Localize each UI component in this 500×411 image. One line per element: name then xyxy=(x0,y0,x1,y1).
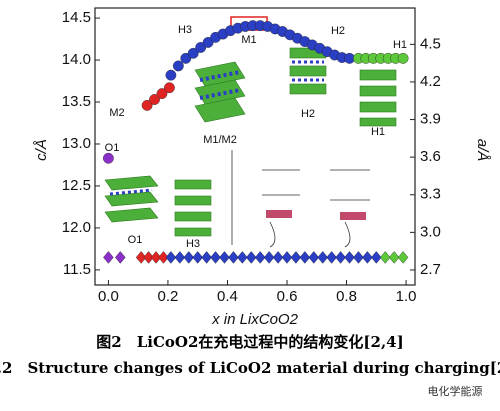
diamond-point xyxy=(353,251,364,264)
watermark: 电化学能源 xyxy=(428,384,483,398)
phase-label: H1 xyxy=(371,126,385,138)
sphere-point xyxy=(102,152,114,164)
diamond-point xyxy=(219,251,230,264)
diamond-point xyxy=(254,251,266,264)
diamond-point xyxy=(210,251,221,264)
diamond-point xyxy=(362,251,373,264)
diamond-point xyxy=(388,251,400,264)
diamond-point xyxy=(317,251,328,264)
sphere-point xyxy=(141,99,153,111)
y2-tick-label: 3.9 xyxy=(420,111,441,128)
y2-tick-label: 4.5 xyxy=(420,35,441,52)
diamond-point xyxy=(371,251,382,264)
y2-tick-label: 3.3 xyxy=(420,186,441,203)
x-tick-label: 0.2 xyxy=(158,288,179,305)
phase-label: M1/M2 xyxy=(203,134,237,146)
diamond-point xyxy=(143,251,154,264)
diamond-point xyxy=(183,251,195,264)
y-tick-label: 14.5 xyxy=(62,9,91,26)
phase-label: H2 xyxy=(331,25,345,37)
y-tick-label: 14.0 xyxy=(62,51,91,68)
diamond-point xyxy=(290,251,302,264)
diamond-point xyxy=(192,251,203,264)
x-tick-label: 0.8 xyxy=(336,288,357,305)
phase-label: H2 xyxy=(301,108,315,120)
sphere-point xyxy=(149,94,160,105)
y-tick-label: 13.0 xyxy=(62,135,91,152)
x-axis-label: x in LixCoO2 xyxy=(211,311,299,328)
sphere-point xyxy=(195,42,207,53)
sphere-point xyxy=(172,60,184,72)
y2-tick-label: 3.0 xyxy=(420,223,441,240)
phase-label: M1 xyxy=(241,34,256,46)
x-tick-label: 0.4 xyxy=(217,288,238,305)
diamond-point xyxy=(344,251,355,264)
diamond-point xyxy=(158,251,169,264)
diamond-point xyxy=(326,251,337,264)
diamond-point xyxy=(150,251,162,264)
sphere-point xyxy=(180,52,192,64)
phase-label: M2 xyxy=(109,107,124,119)
diamond-point xyxy=(281,251,293,264)
diamond-point xyxy=(308,251,320,264)
diamond-point xyxy=(165,251,177,264)
inset-band-diagram xyxy=(231,150,370,248)
diamond-point xyxy=(335,251,346,264)
diamond-point xyxy=(246,251,257,264)
sphere-point xyxy=(202,37,214,48)
crystal-h2 xyxy=(289,47,327,95)
y2-tick-label: 2.7 xyxy=(420,261,441,278)
y2-tick-label: 3.6 xyxy=(420,148,441,165)
y2-axis-label: a/Å xyxy=(474,139,491,162)
y-tick-label: 13.5 xyxy=(62,93,91,110)
x-tick-label: 0.6 xyxy=(277,288,298,305)
diamond-point xyxy=(379,251,391,264)
sphere-point xyxy=(187,47,199,59)
sphere-point xyxy=(397,52,409,64)
diamond-point xyxy=(263,251,275,264)
diamond-point xyxy=(228,251,239,264)
diamond-point xyxy=(201,251,212,264)
sphere-point xyxy=(156,88,168,100)
y2-tick-label: 4.2 xyxy=(420,73,441,90)
crystal-h1 xyxy=(359,69,397,127)
y-tick-label: 12.5 xyxy=(62,177,91,194)
plot-frame xyxy=(94,7,416,286)
diamond-point xyxy=(103,251,114,264)
x-tick-label: 1.0 xyxy=(396,288,417,305)
crystal-m1m2 xyxy=(194,61,246,123)
diamond-point xyxy=(397,251,409,264)
x-tick-label: 0.0 xyxy=(98,288,119,305)
y-tick-label: 11.5 xyxy=(63,261,91,278)
crystal-h3 xyxy=(174,179,212,237)
diamond-point xyxy=(237,251,248,264)
phase-label: O1 xyxy=(128,234,143,246)
phase-label: H3 xyxy=(186,238,200,250)
diamond-point xyxy=(272,251,284,264)
phase-label: H1 xyxy=(393,39,407,51)
diamond-point xyxy=(135,251,147,264)
diamond-point xyxy=(174,251,186,264)
caption-cn: 图2 LiCoO2在充电过程中的结构变化[2,4] xyxy=(96,333,403,351)
phase-label: H3 xyxy=(178,24,192,36)
diamond-point xyxy=(299,251,311,264)
caption-en: Fig.2 Structure changes of LiCoO2 materi… xyxy=(0,359,500,377)
sphere-point xyxy=(164,82,175,94)
diamond-point xyxy=(115,251,126,264)
sphere-point xyxy=(165,69,177,81)
y-axis-label: c/Å xyxy=(33,139,50,161)
crystal-o1 xyxy=(104,175,159,223)
phase-label: O1 xyxy=(105,142,120,154)
y-tick-label: 12.0 xyxy=(62,219,91,236)
